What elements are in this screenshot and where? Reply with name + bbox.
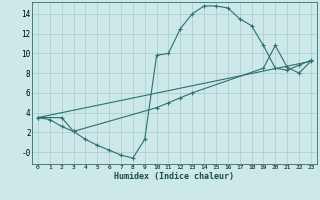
X-axis label: Humidex (Indice chaleur): Humidex (Indice chaleur) [115,172,234,181]
